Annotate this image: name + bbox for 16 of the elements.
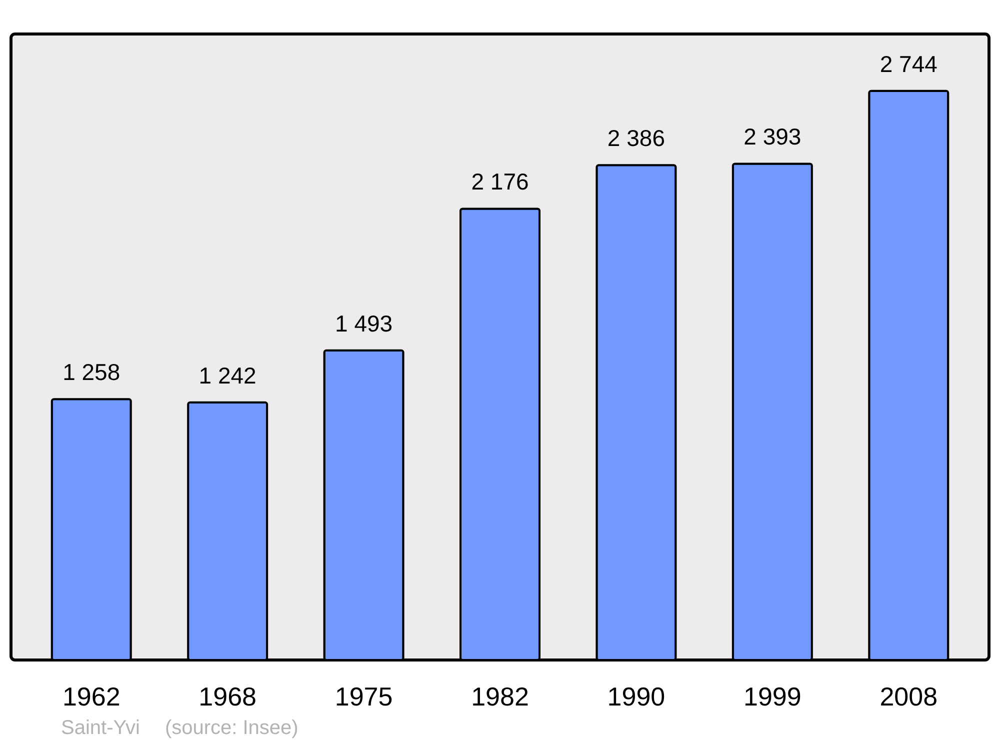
data-label: 2 386 [607,125,665,152]
x-tick-label: 2008 [880,682,938,712]
text: Saint-Yvi [61,717,140,739]
x-tick-label: 1990 [607,682,666,712]
data-label: 1 493 [335,310,393,336]
x-tick-label: 1975 [334,682,393,712]
text: (source: Insee) [164,717,298,739]
x-tick-label: 1968 [198,682,256,712]
data-label: 2 393 [744,124,802,150]
data-label: 1 258 [62,359,120,386]
data-label: 2 744 [880,50,938,77]
x-tick-label: 1962 [62,682,120,712]
x-tick-label: 1999 [744,682,802,712]
x-tick-label: 1982 [471,682,529,712]
data-label: 1 242 [198,362,256,388]
data-label: 2 176 [471,168,529,195]
